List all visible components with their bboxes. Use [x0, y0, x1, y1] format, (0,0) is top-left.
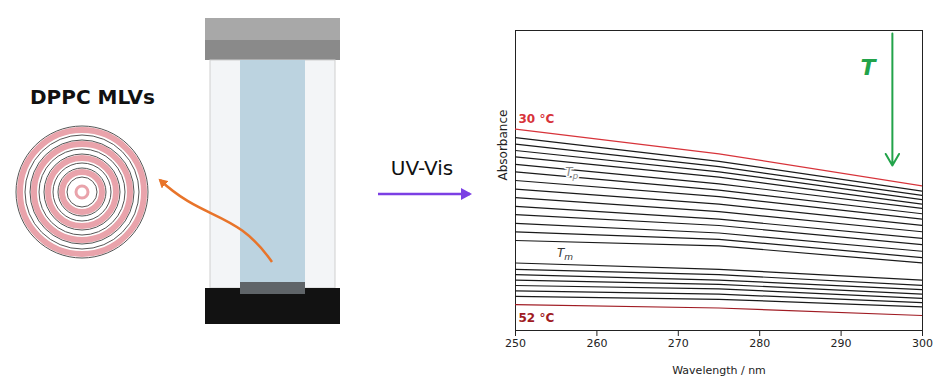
svg-text:Absorbance: Absorbance	[496, 110, 510, 181]
svg-text:T: T	[557, 246, 565, 261]
svg-text:T: T	[565, 164, 573, 179]
svg-text:290: 290	[831, 337, 852, 350]
svg-text:280: 280	[749, 337, 770, 350]
svg-text:30 °C: 30 °C	[519, 112, 555, 126]
svg-text:m: m	[564, 252, 573, 262]
svg-text:p: p	[571, 171, 578, 181]
svg-text:Wavelength / nm: Wavelength / nm	[672, 364, 766, 376]
svg-text:260: 260	[586, 337, 607, 350]
svg-text:270: 270	[668, 337, 689, 350]
svg-text:300: 300	[912, 337, 933, 350]
svg-text:UV-Vis: UV-Vis	[391, 156, 453, 180]
svg-text:DPPC MLVs: DPPC MLVs	[30, 85, 155, 109]
svg-text:52 °C: 52 °C	[519, 311, 555, 325]
svg-text:T: T	[860, 55, 877, 80]
svg-text:250: 250	[505, 337, 526, 350]
